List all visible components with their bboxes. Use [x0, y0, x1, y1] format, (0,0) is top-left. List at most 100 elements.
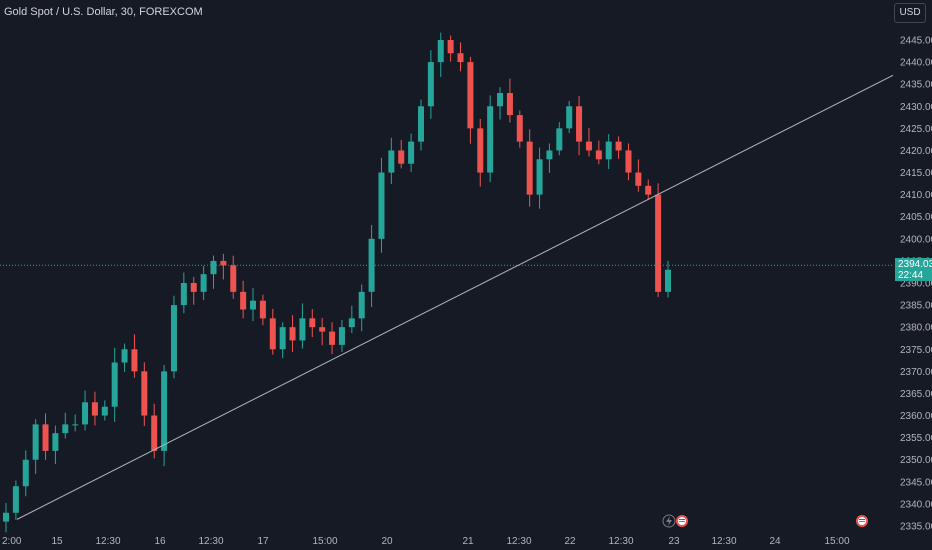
candle-body[interactable] — [417, 106, 424, 142]
candle-body[interactable] — [190, 283, 197, 292]
candle-body[interactable] — [566, 106, 573, 129]
candle-body[interactable] — [467, 62, 474, 129]
last-price-value: 2394.03 — [898, 259, 932, 270]
x-tick-label: 12:30 — [95, 536, 120, 547]
y-tick-label: 2430.00 — [900, 102, 932, 113]
candle-body[interactable] — [625, 150, 632, 173]
candle-body[interactable] — [42, 424, 49, 451]
candle-body[interactable] — [378, 172, 385, 239]
candle-body[interactable] — [3, 512, 9, 522]
y-tick-label: 2445.00 — [900, 36, 932, 47]
candle-body[interactable] — [72, 424, 79, 426]
x-tick-label: 24 — [769, 536, 781, 547]
candle-body[interactable] — [645, 185, 652, 195]
candle-body[interactable] — [329, 331, 336, 345]
candle-body[interactable] — [526, 141, 533, 195]
candle-body[interactable] — [655, 194, 662, 292]
candle-body[interactable] — [151, 415, 158, 451]
candle-body[interactable] — [408, 141, 415, 164]
candle-body[interactable] — [348, 318, 355, 328]
candle-body[interactable] — [91, 402, 98, 416]
candle-body[interactable] — [536, 159, 543, 195]
candle-body[interactable] — [635, 172, 642, 186]
x-tick-label: 23 — [668, 536, 680, 547]
y-tick-label: 2405.00 — [900, 212, 932, 223]
candle-body[interactable] — [368, 238, 375, 292]
candle-body[interactable] — [180, 283, 187, 306]
candle-body[interactable] — [576, 106, 583, 142]
y-tick-label: 2410.00 — [900, 190, 932, 201]
chart-title: Gold Spot / U.S. Dollar, 30, FOREXCOM — [4, 6, 203, 18]
candle-body[interactable] — [230, 265, 237, 292]
candle-body[interactable] — [457, 53, 464, 63]
y-tick-label: 2360.00 — [900, 411, 932, 422]
candle-body[interactable] — [121, 349, 128, 363]
candle-body[interactable] — [546, 150, 553, 160]
candle-body[interactable] — [52, 433, 59, 451]
candle-body[interactable] — [605, 141, 612, 160]
y-tick-label: 2435.00 — [900, 80, 932, 91]
candle-body[interactable] — [437, 40, 444, 63]
trendline[interactable] — [16, 74, 894, 520]
y-tick-label: 2350.00 — [900, 455, 932, 466]
candle-body[interactable] — [259, 300, 266, 319]
us-flag-icon[interactable] — [676, 515, 688, 527]
x-tick-label: 17 — [257, 536, 269, 547]
candle-body[interactable] — [398, 150, 405, 164]
candle-body[interactable] — [200, 274, 207, 292]
candle-body[interactable] — [62, 424, 69, 434]
candle-body[interactable] — [82, 402, 89, 425]
bar-countdown: 22:44 — [898, 270, 924, 281]
candle-body[interactable] — [665, 269, 671, 292]
candle-body[interactable] — [111, 362, 118, 407]
candle-body[interactable] — [210, 260, 217, 275]
y-tick-label: 2420.00 — [900, 146, 932, 157]
y-tick-label: 2335.00 — [900, 522, 932, 533]
y-tick-label: 2355.00 — [900, 433, 932, 444]
candle-body[interactable] — [269, 318, 276, 350]
currency-button[interactable]: USD — [894, 3, 926, 23]
candle-body[interactable] — [497, 93, 504, 107]
y-tick-label: 2400.00 — [900, 234, 932, 245]
candle-body[interactable] — [22, 459, 29, 487]
candle-body[interactable] — [319, 327, 326, 332]
candle-body[interactable] — [338, 327, 345, 345]
candle-body[interactable] — [615, 141, 622, 151]
candle-body[interactable] — [240, 291, 247, 310]
candle-body[interactable] — [388, 150, 395, 173]
candle-body[interactable] — [595, 150, 602, 160]
candle-body[interactable] — [101, 406, 108, 416]
candle-body[interactable] — [141, 371, 148, 416]
y-tick-label: 2385.00 — [900, 301, 932, 312]
candle-body[interactable] — [487, 106, 494, 173]
candle-body[interactable] — [477, 128, 484, 173]
candle-body[interactable] — [516, 115, 523, 142]
y-tick-label: 2375.00 — [900, 345, 932, 356]
lightning-icon[interactable] — [662, 514, 676, 528]
candle-body[interactable] — [309, 318, 316, 328]
candle-body[interactable] — [447, 40, 454, 54]
candle-body[interactable] — [358, 291, 365, 319]
candle-body[interactable] — [32, 424, 39, 460]
candle-body[interactable] — [220, 260, 227, 266]
y-tick-label: 2345.00 — [900, 477, 932, 488]
candle-body[interactable] — [427, 62, 434, 107]
candle-body[interactable] — [299, 318, 306, 341]
x-tick-label: 2:00 — [2, 536, 22, 547]
candle-body[interactable] — [170, 305, 177, 372]
y-tick-label: 2365.00 — [900, 389, 932, 400]
candle-body[interactable] — [506, 93, 513, 116]
y-tick-label: 2390.00 — [900, 279, 932, 290]
candle-body[interactable] — [12, 486, 19, 513]
candle-body[interactable] — [131, 349, 138, 372]
candle-body[interactable] — [279, 327, 286, 350]
x-tick-label: 16 — [154, 536, 166, 547]
candle-body[interactable] — [585, 141, 592, 151]
x-tick-label: 15:00 — [824, 536, 849, 547]
candle-body[interactable] — [161, 371, 168, 451]
candle-body[interactable] — [289, 327, 296, 341]
us-flag-icon[interactable] — [856, 515, 868, 527]
candle-body[interactable] — [250, 300, 257, 310]
candle-body[interactable] — [556, 128, 563, 151]
